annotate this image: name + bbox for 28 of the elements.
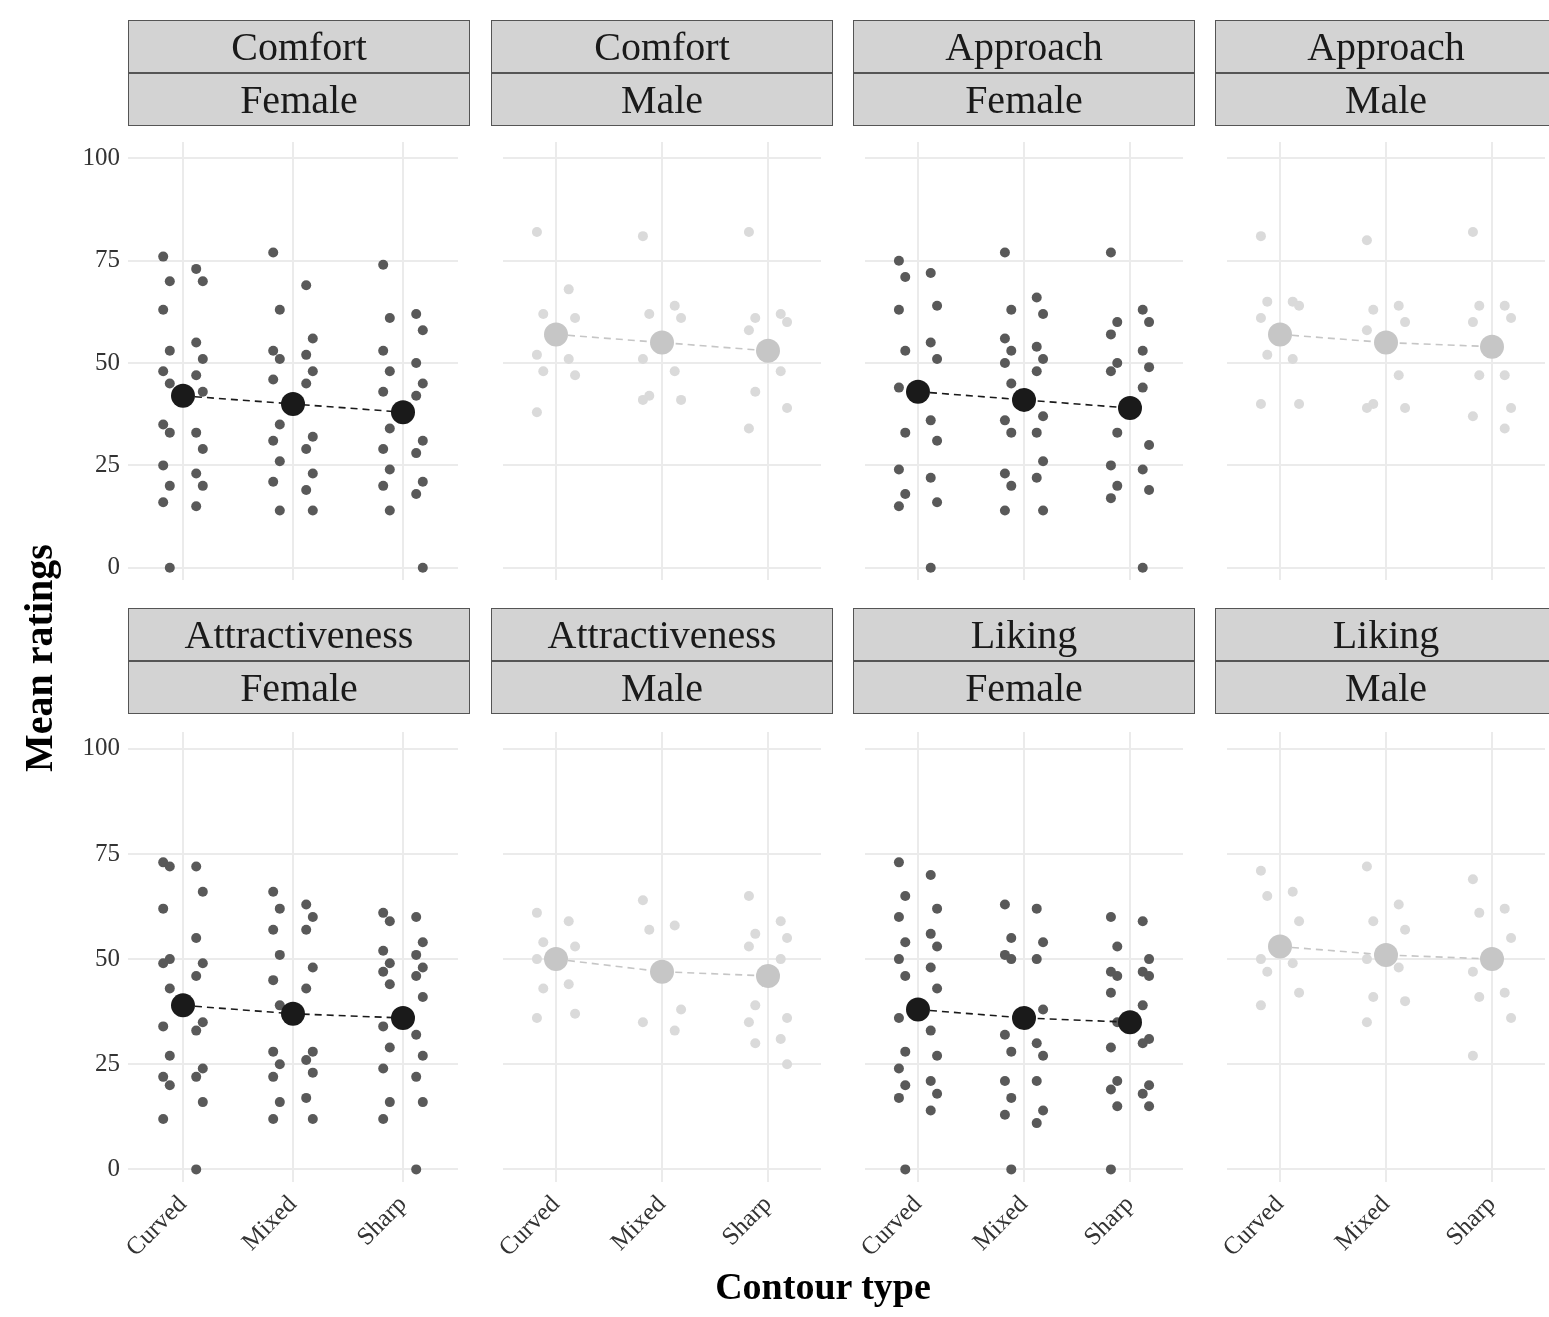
y-tick-label: 75 [95,838,120,866]
chart-title: Approach [1215,20,1549,73]
y-tick-label: 100 [82,733,120,761]
chart-title: Comfort [491,20,833,73]
chart-subtitle: Female [128,661,470,714]
chart-title: Attractiveness [128,608,470,661]
chart-subtitle: Male [1215,73,1549,126]
chart-subtitle: Male [1215,661,1549,714]
y-axis-title: Mean ratings [14,544,62,772]
chart-title: Comfort [128,20,470,73]
y-tick-label: 25 [95,1048,120,1076]
chart-title: Liking [853,608,1195,661]
y-tick-label: 50 [95,347,120,375]
chart-title: Attractiveness [491,608,833,661]
chart-subtitle: Female [128,73,470,126]
chart-subtitle: Female [853,661,1195,714]
chart-subtitle: Female [853,73,1195,126]
y-tick-label: 25 [95,449,120,477]
y-tick-label: 75 [95,245,120,273]
y-tick-label: 50 [95,943,120,971]
chart-title: Approach [853,20,1195,73]
chart-subtitle: Male [491,661,833,714]
y-tick-label: 100 [82,142,120,170]
y-tick-label: 0 [107,1153,120,1181]
chart-title: Liking [1215,608,1549,661]
x-axis-title: Contour type [715,1264,931,1308]
chart-subtitle: Male [491,73,833,126]
y-tick-label: 0 [107,552,120,580]
